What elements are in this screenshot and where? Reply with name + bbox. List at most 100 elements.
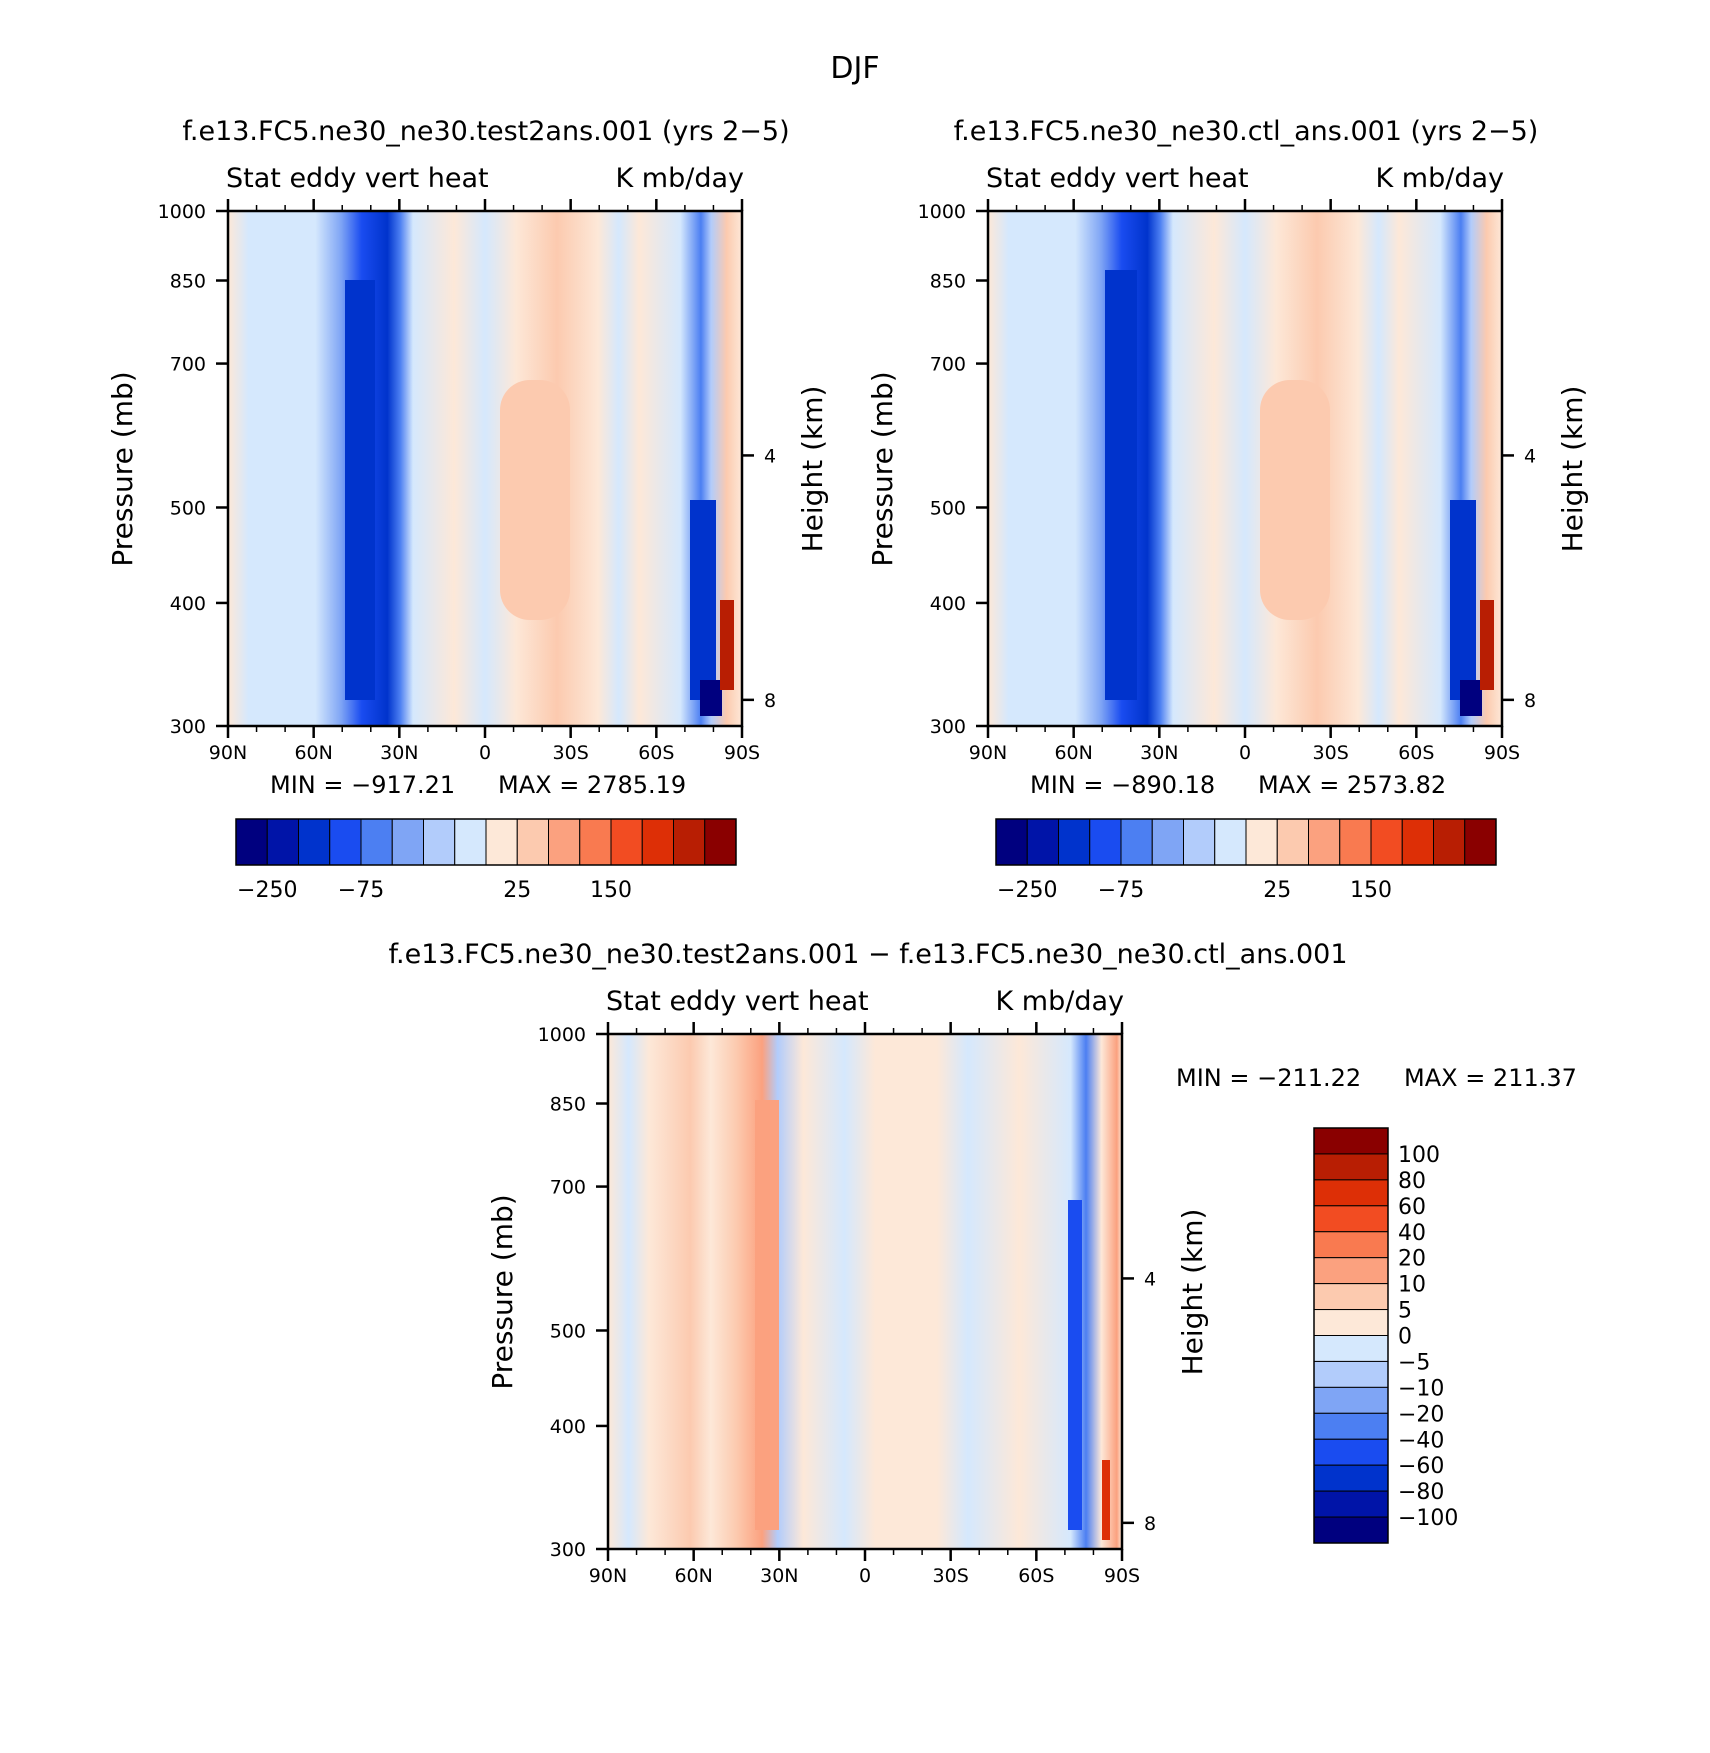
colorbar-frame (1313, 1127, 1389, 1544)
max-label: MAX = 2785.19 (498, 771, 686, 799)
colorbar-box (485, 818, 518, 866)
colorbar-box (1026, 818, 1059, 866)
x-tick-label: 60N (294, 742, 332, 764)
y-tick-label: 700 (170, 354, 206, 376)
colorbar-frame (235, 818, 737, 866)
y-tick-label: 850 (170, 271, 206, 293)
colorbar-label: 40 (1398, 1221, 1426, 1246)
right-string: K mb/day (996, 986, 1125, 1017)
x-tick-label: 30N (1140, 742, 1178, 764)
plot-field (228, 211, 742, 726)
plot-field (988, 211, 1502, 726)
colorbar-box (995, 818, 1028, 866)
colorbar-box (1313, 1127, 1389, 1155)
colorbar-box (1089, 818, 1122, 866)
y-right-tick-label: 8 (1144, 1513, 1156, 1535)
y-axis-label: Pressure (mb) (106, 371, 139, 566)
y-tick-label: 850 (930, 271, 966, 293)
x-tick-label: 30S (933, 1565, 969, 1587)
x-tick-label: 30S (553, 742, 589, 764)
colorbar-box (235, 818, 268, 866)
x-tick-label: 60S (1018, 1565, 1054, 1587)
right-string: K mb/day (1376, 163, 1505, 194)
colorbar-label: −80 (1398, 1480, 1444, 1505)
colorbar-label: −100 (1398, 1506, 1458, 1531)
colorbar-box (1401, 818, 1434, 866)
y-tick-label: 500 (170, 497, 206, 519)
left-string: Stat eddy vert heat (606, 986, 869, 1017)
y-axis-label-right: Height (km) (796, 386, 829, 553)
y-right-tick-label: 4 (1144, 1268, 1156, 1290)
y-tick-label: 300 (170, 716, 206, 738)
y-tick-label: 850 (550, 1094, 586, 1116)
x-tick-label: 30N (760, 1565, 798, 1587)
x-tick-label: 90N (589, 1565, 627, 1587)
colorbar-box (1313, 1490, 1389, 1518)
colorbar-label: 100 (1398, 1143, 1440, 1168)
colorbar-box (298, 818, 331, 866)
colorbar-box (1276, 818, 1309, 866)
x-tick-label: 90N (209, 742, 247, 764)
colorbar-label: −10 (1398, 1376, 1444, 1401)
x-tick-label: 30S (1313, 742, 1349, 764)
y-right-tick-label: 8 (1524, 690, 1536, 712)
x-tick-label: 60S (1398, 742, 1434, 764)
colorbar-label: −20 (1398, 1402, 1444, 1427)
panel-control: f.e13.FC5.ne30_ne30.ctl_ans.001 (yrs 2−5… (866, 116, 1589, 903)
colorbar-box (391, 818, 424, 866)
colorbar-box (1339, 818, 1372, 866)
colorbar-label: 80 (1398, 1169, 1426, 1194)
colorbar-box (1120, 818, 1153, 866)
min-label: MIN = −211.22 (1176, 1064, 1361, 1092)
y-tick-label: 500 (930, 497, 966, 519)
x-tick-label: 90N (969, 742, 1007, 764)
colorbar-label: 25 (503, 878, 531, 903)
x-ticks: 90N 60N 30N 0 30S 60S 90S (969, 199, 1520, 764)
colorbar-label: −5 (1398, 1350, 1430, 1375)
colorbar-box (1313, 1516, 1389, 1544)
colorbar-box (1313, 1257, 1389, 1285)
colorbar-box (1464, 818, 1497, 866)
colorbar: −250 −75 25 150 (995, 818, 1497, 903)
y-tick-label: 1000 (918, 201, 966, 223)
y-axis-label-right: Height (km) (1176, 1209, 1209, 1376)
left-string: Stat eddy vert heat (226, 163, 489, 194)
colorbar-box (1058, 818, 1091, 866)
colorbar-box (1370, 818, 1403, 866)
y-right-tick-label: 4 (1524, 445, 1536, 467)
min-label: MIN = −890.18 (1030, 771, 1215, 799)
y-tick-label: 400 (930, 593, 966, 615)
x-tick-label: 0 (479, 742, 491, 764)
colorbar-box (1313, 1386, 1389, 1414)
colorbar-box (610, 818, 643, 866)
y-ticks: 300 400 500 700 850 1000 (538, 1024, 608, 1561)
colorbar-box (1245, 818, 1278, 866)
y-tick-label: 700 (550, 1177, 586, 1199)
colorbar-box (1183, 818, 1216, 866)
colorbar-box (454, 818, 487, 866)
right-string: K mb/day (616, 163, 745, 194)
figure-title: DJF (830, 51, 879, 86)
colorbar-label: −75 (1098, 878, 1144, 903)
y-tick-label: 700 (930, 354, 966, 376)
colorbar-box (423, 818, 456, 866)
colorbar-box (1313, 1283, 1389, 1311)
colorbar-label: 25 (1263, 878, 1291, 903)
y-tick-label: 1000 (158, 201, 206, 223)
colorbar-label: 10 (1398, 1273, 1426, 1298)
colorbar-label: −250 (237, 878, 297, 903)
y-axis-label: Pressure (mb) (866, 371, 899, 566)
y-tick-label: 1000 (538, 1024, 586, 1046)
panel-title: f.e13.FC5.ne30_ne30.test2ans.001 (yrs 2−… (182, 116, 789, 147)
x-tick-label: 30N (380, 742, 418, 764)
y-ticks-right: 84 (1122, 1268, 1156, 1535)
colorbar-box (1308, 818, 1341, 866)
colorbar-box (1313, 1438, 1389, 1466)
y-tick-label: 300 (550, 1539, 586, 1561)
x-tick-label: 60N (1054, 742, 1092, 764)
x-tick-label: 60N (674, 1565, 712, 1587)
x-tick-label: 90S (1484, 742, 1520, 764)
y-right-tick-label: 8 (764, 690, 776, 712)
x-tick-label: 60S (638, 742, 674, 764)
